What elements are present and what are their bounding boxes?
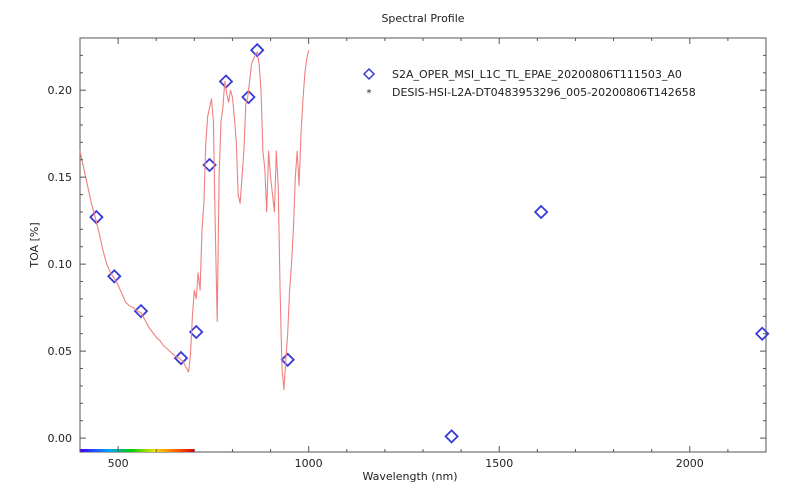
series-layer <box>79 42 770 444</box>
y-tick-label: 0.10 <box>48 258 73 271</box>
x-tick-label: 1000 <box>295 457 323 470</box>
visible-spectrum-bar <box>80 449 195 452</box>
x-tick-label: 1500 <box>485 457 513 470</box>
y-tick-label: 0.20 <box>48 84 73 97</box>
x-tick-label: 2000 <box>676 457 704 470</box>
data-point-diamond <box>241 89 256 105</box>
data-point-diamond <box>533 204 549 220</box>
data-point-diamond <box>133 303 149 319</box>
legend-item-desis: * DESIS-HSI-L2A-DT0483953296_005-2020080… <box>367 86 696 99</box>
legend-marker-desis: * <box>367 88 372 99</box>
plot-frame <box>79 37 767 453</box>
x-axis-label: Wavelength (nm) <box>362 470 457 483</box>
legend-label-s2a: S2A_OPER_MSI_L1C_TL_EPAE_20200806T111503… <box>392 68 682 81</box>
data-point-diamond <box>249 42 265 58</box>
legend-label-desis: DESIS-HSI-L2A-DT0483953296_005-20200806T… <box>392 86 696 99</box>
legend-item-s2a: S2A_OPER_MSI_L1C_TL_EPAE_20200806T111503… <box>362 67 682 81</box>
data-point-diamond <box>280 352 295 368</box>
legend: S2A_OPER_MSI_L1C_TL_EPAE_20200806T111503… <box>362 67 696 99</box>
y-tick-label: 0.15 <box>48 171 73 184</box>
y-tick-label: 0.00 <box>48 432 73 445</box>
data-point-diamond <box>173 350 189 366</box>
series-line-desis <box>79 50 310 390</box>
data-point-diamond <box>754 326 770 341</box>
data-point-diamond <box>107 269 122 284</box>
y-axis-label: TOA [%] <box>28 222 41 268</box>
chart-title: Spectral Profile <box>381 12 464 25</box>
legend-marker-diamond <box>362 67 376 81</box>
axes-layer: 500 1000 1500 2000 0.00 0.05 0.10 0.15 0.20 <box>48 38 767 470</box>
x-tick-label: 500 <box>108 457 129 470</box>
y-tick-label: 0.05 <box>48 345 73 358</box>
data-point-diamond <box>444 429 459 444</box>
